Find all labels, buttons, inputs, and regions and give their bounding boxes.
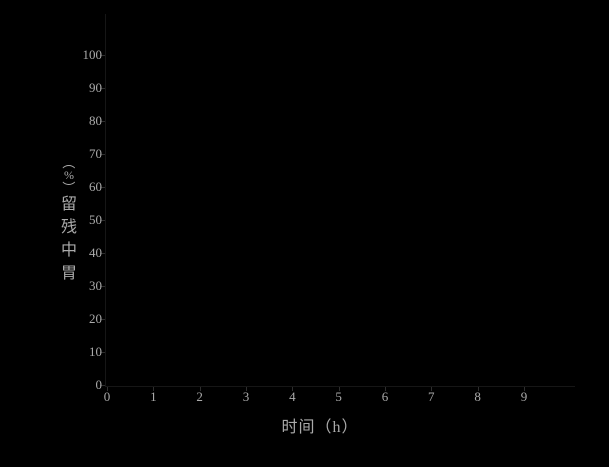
y-axis-title-char: 中 [60, 242, 77, 259]
y-axis-title-paren: （ [61, 155, 77, 170]
y-tick-mark [100, 187, 105, 188]
y-axis-title-char: 胃 [60, 265, 77, 282]
y-tick-label: 10 [89, 344, 102, 359]
y-tick-label: 70 [89, 146, 102, 161]
y-tick-label: 50 [89, 212, 102, 227]
x-tick-mark [107, 387, 108, 391]
x-tick-label: 5 [335, 389, 342, 404]
y-tick-mark [100, 253, 105, 254]
y-tick-label: 90 [89, 80, 102, 95]
x-tick-mark [292, 387, 294, 391]
x-tick-label: 4 [289, 389, 296, 404]
x-tick-label: 0 [103, 389, 111, 404]
x-tick-label: 6 [381, 389, 389, 404]
y-axis-title-char: 残 [60, 219, 77, 236]
x-tick-mark [477, 387, 479, 391]
y-tick-mark [100, 319, 105, 320]
x-tick-mark [431, 387, 433, 391]
x-tick-label: 3 [242, 389, 250, 404]
x-tick-label: 2 [196, 389, 203, 404]
y-tick-label: 80 [89, 113, 102, 128]
x-axis-title: 时间（h） [281, 419, 359, 436]
y-tick-label: 30 [89, 278, 102, 293]
y-tick-mark [100, 154, 105, 155]
y-tick-mark [100, 88, 105, 89]
y-tick-mark [100, 286, 105, 287]
y-axis-title-paren: ） [61, 180, 77, 195]
plot-area [106, 15, 574, 386]
x-tick-label: 8 [474, 389, 481, 404]
y-tick-mark [100, 352, 105, 353]
x-tick-mark [523, 387, 525, 391]
y-axis-line [105, 14, 106, 387]
y-tick-label: 60 [89, 179, 102, 194]
x-tick-label: 1 [150, 389, 157, 404]
y-tick-mark [100, 385, 105, 386]
y-tick-mark [100, 220, 105, 221]
x-tick-label: 9 [520, 389, 528, 404]
y-axis-title-char: 留 [60, 196, 77, 213]
y-axis-title: （%）留残中胃 [56, 155, 82, 285]
x-tick-mark [245, 387, 247, 391]
x-tick-mark [338, 387, 340, 391]
y-tick-label: 20 [89, 311, 102, 326]
y-tick-label: 40 [89, 245, 102, 260]
x-tick-label: 7 [428, 389, 435, 404]
y-axis-title-char: % [64, 168, 74, 182]
y-tick-label: 0 [95, 377, 103, 392]
x-tick-mark [199, 387, 201, 391]
x-axis-line [105, 386, 575, 387]
x-tick-mark [153, 387, 155, 391]
x-tick-mark [384, 387, 386, 391]
y-tick-label: 100 [82, 47, 103, 62]
y-tick-mark [100, 55, 105, 56]
y-tick-mark [100, 121, 105, 122]
